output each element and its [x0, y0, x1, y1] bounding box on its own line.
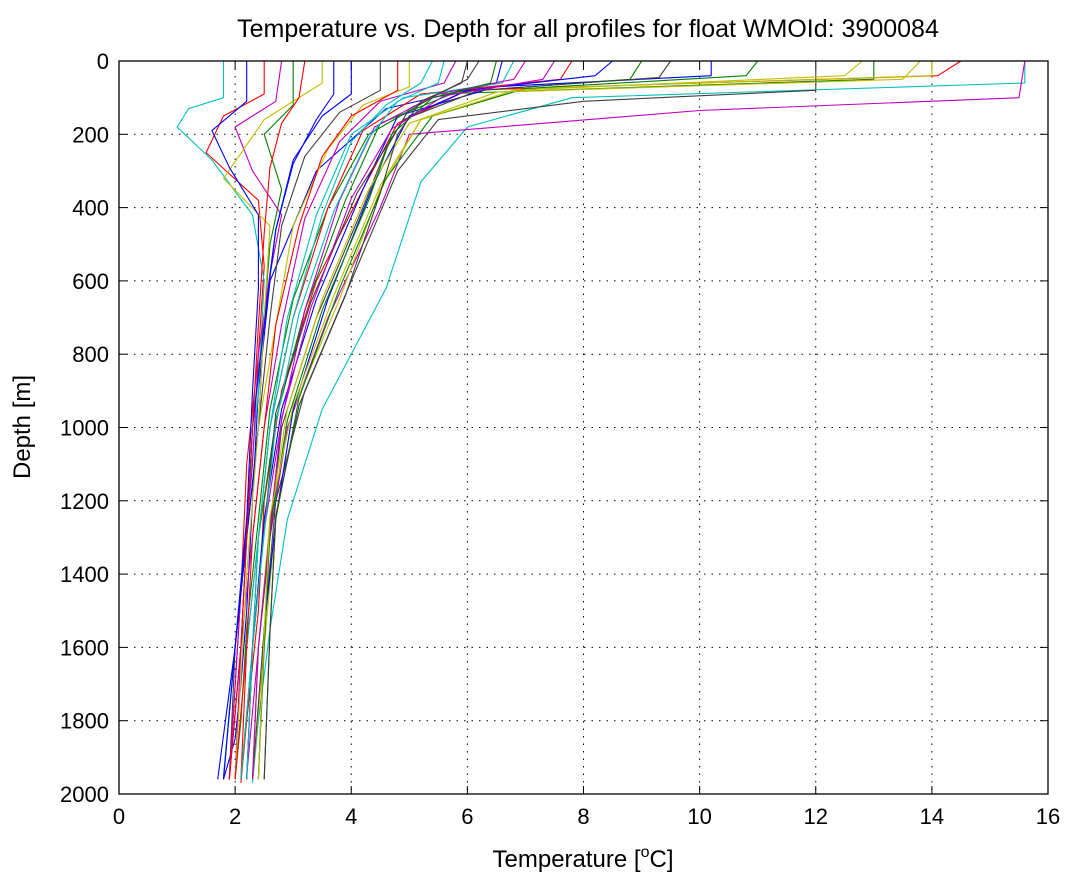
x-tick-label: 14 [920, 804, 944, 829]
profile-line [234, 60, 457, 780]
profile-line [234, 61, 399, 780]
y-tick-label: 600 [72, 269, 109, 294]
x-axis-label: Temperature [oC] [493, 844, 674, 873]
x-tick-label: 12 [804, 804, 828, 829]
profile-line [240, 60, 433, 780]
x-tick-label: 10 [687, 804, 711, 829]
x-tick-label: 4 [345, 804, 357, 829]
profile-line [246, 60, 445, 780]
y-tick-label: 1800 [60, 709, 109, 734]
x-tick-label: 16 [1036, 804, 1060, 829]
profile-line [263, 60, 468, 780]
x-axis-label-superscript: o [641, 844, 650, 861]
profile-line [257, 60, 863, 780]
profile-lines [176, 60, 1026, 784]
y-tick-label: 800 [72, 342, 109, 367]
y-axis-label: Depth [m] [9, 375, 36, 479]
profile-line [251, 61, 933, 780]
y-tick-label: 1000 [60, 416, 109, 441]
y-tick-label: 1600 [60, 635, 109, 660]
profile-line [257, 60, 497, 780]
x-tick-label: 8 [577, 804, 589, 829]
y-tick-label: 200 [72, 122, 109, 147]
y-axis-ticks: 0 200 400 600 800 1000 1200 1400 1600 1800 2000 [60, 49, 1048, 807]
profile-line [234, 60, 515, 780]
y-tick-label: 400 [72, 196, 109, 221]
profile-line [228, 60, 306, 780]
y-tick-label: 2000 [60, 782, 109, 807]
profile-line [251, 61, 1026, 784]
y-tick-label: 1200 [60, 489, 109, 514]
plot-frame [118, 60, 1049, 795]
profile-line [205, 61, 265, 780]
chart-title: Temperature vs. Depth for all profiles f… [237, 15, 939, 43]
x-axis-label-end: C] [649, 846, 673, 873]
y-tick-label: 1400 [60, 562, 109, 587]
profile-line [222, 61, 352, 780]
x-axis-ticks: 0 2 4 6 8 10 12 14 16 [113, 61, 1060, 829]
x-tick-label: 2 [229, 804, 241, 829]
profile-line [251, 61, 817, 780]
x-axis-label-main: Temperature [ [493, 846, 641, 873]
x-tick-label: 6 [461, 804, 473, 829]
profile-line [251, 60, 555, 780]
y-tick-label: 0 [97, 49, 109, 74]
x-tick-label: 0 [113, 804, 125, 829]
profile-line [222, 61, 323, 780]
profile-line [211, 61, 259, 780]
